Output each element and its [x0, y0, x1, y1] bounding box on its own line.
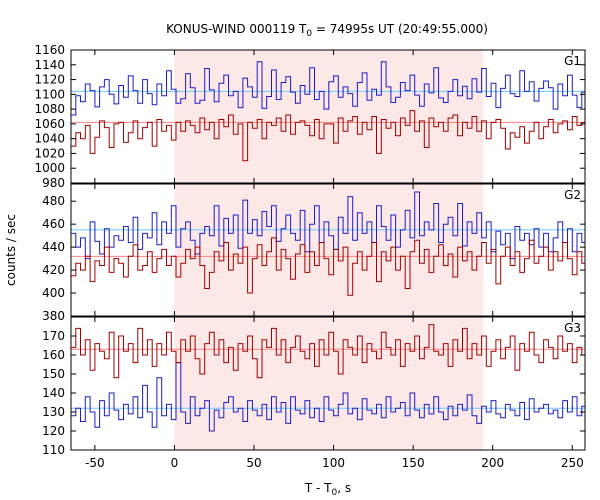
y-tick-label: 1100 — [34, 87, 65, 101]
y-tick-label: 460 — [42, 217, 65, 231]
x-tick-label: 150 — [402, 456, 425, 470]
x-axis-title: T - T0, s — [304, 481, 351, 498]
highlight-interval — [174, 50, 484, 183]
y-tick-label: 1140 — [34, 58, 65, 72]
y-axis-title: counts / sec — [4, 214, 18, 286]
y-tick-label: 1000 — [34, 161, 65, 175]
panel-frame — [70, 316, 586, 451]
x-tick-label: 0 — [171, 456, 179, 470]
series-blue-line — [71, 191, 585, 260]
y-tick-label: 1080 — [34, 102, 65, 116]
y-tick-label: 1060 — [34, 117, 65, 131]
panel-label: G3 — [564, 321, 581, 335]
panel-frame — [70, 183, 586, 317]
x-axis-title-sub: 0 — [332, 488, 338, 498]
y-tick-label: 1160 — [34, 43, 65, 57]
panel-label: G2 — [564, 188, 581, 202]
series-red-line — [71, 237, 585, 296]
y-tick-label: 400 — [42, 286, 65, 300]
panel-g3: 110 120 130 140 150 160 170 G3 — [42, 316, 586, 457]
x-axis-title-main: T - T — [304, 481, 332, 495]
x-tick-label: 100 — [322, 456, 345, 470]
chart-title-rest: = 74995s UT (20:49:55.000) — [312, 22, 488, 36]
x-tick-label: 50 — [246, 456, 261, 470]
chart-title: KONUS-WIND 000119 T0 = 74995s UT (20:49:… — [166, 22, 488, 39]
series-blue-line — [71, 362, 585, 432]
chart-title-main: KONUS-WIND 000119 T — [166, 22, 307, 36]
series-red-line — [71, 324, 585, 379]
y-tick-label: 980 — [42, 176, 65, 190]
panel-g2: 380 400 420 440 460 480 G2 — [42, 183, 586, 323]
y-tick-label: 1020 — [34, 146, 65, 160]
panels: 980100010201040106010801100112011401160G… — [34, 43, 586, 470]
highlight-interval — [174, 184, 484, 316]
series-blue-line — [71, 61, 585, 116]
panel-frame — [70, 49, 586, 184]
y-tick-label: 480 — [42, 194, 65, 208]
chart-title-sub: 0 — [306, 29, 312, 39]
y-tick-label: 150 — [42, 367, 65, 381]
panel-label: G1 — [564, 54, 581, 68]
y-tick-label: 170 — [42, 329, 65, 343]
y-tick-label: 110 — [42, 443, 65, 457]
y-tick-label: 1120 — [34, 73, 65, 87]
y-tick-label: 160 — [42, 348, 65, 362]
y-tick-label: 130 — [42, 405, 65, 419]
y-tick-label: 140 — [42, 386, 65, 400]
y-tick-label: 120 — [42, 424, 65, 438]
y-tick-label: 1040 — [34, 132, 65, 146]
x-tick-label: 200 — [481, 456, 504, 470]
x-tick-label: -50 — [85, 456, 105, 470]
y-tick-label: 380 — [42, 309, 65, 323]
y-tick-label: 440 — [42, 240, 65, 254]
x-tick-label: 250 — [561, 456, 584, 470]
x-axis-title-rest: , s — [337, 481, 351, 495]
y-tick-label: 420 — [42, 263, 65, 277]
series-red-line — [71, 110, 585, 162]
